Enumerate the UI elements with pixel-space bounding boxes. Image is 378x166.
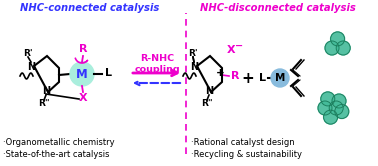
Circle shape — [335, 105, 349, 119]
Text: N: N — [205, 86, 213, 96]
Text: R": R" — [201, 99, 213, 109]
Circle shape — [325, 41, 339, 55]
Text: ·State-of-the-art catalysis: ·State-of-the-art catalysis — [3, 150, 110, 159]
Text: NHC-disconnected catalysis: NHC-disconnected catalysis — [200, 3, 356, 13]
Text: R': R' — [23, 48, 33, 57]
Circle shape — [318, 101, 332, 115]
Circle shape — [271, 69, 289, 87]
Circle shape — [329, 101, 343, 115]
Text: R: R — [79, 44, 87, 54]
Text: ·Recycling & sustainability: ·Recycling & sustainability — [191, 150, 302, 159]
Text: NHC-connected catalysis: NHC-connected catalysis — [20, 3, 160, 13]
Circle shape — [321, 92, 335, 106]
Text: X: X — [227, 45, 235, 55]
Text: ·Rational catalyst design: ·Rational catalyst design — [191, 138, 294, 147]
Circle shape — [331, 32, 345, 46]
Circle shape — [332, 94, 346, 108]
Text: −: − — [235, 41, 243, 51]
Text: R-NHC
coupling: R-NHC coupling — [134, 54, 180, 74]
Circle shape — [324, 110, 338, 124]
Text: L: L — [259, 73, 265, 83]
Text: +: + — [215, 68, 225, 78]
Text: ·Organometallic chemistry: ·Organometallic chemistry — [3, 138, 115, 147]
Text: N: N — [27, 62, 35, 72]
Text: +: + — [242, 71, 254, 85]
Text: N: N — [190, 62, 198, 72]
Text: M: M — [76, 68, 88, 81]
Text: R': R' — [188, 48, 198, 57]
Text: L: L — [104, 68, 112, 78]
Text: M: M — [275, 73, 285, 83]
Circle shape — [70, 62, 94, 86]
Text: N: N — [42, 86, 50, 96]
Text: X: X — [79, 93, 87, 103]
Circle shape — [336, 41, 350, 55]
Text: R: R — [231, 71, 239, 81]
Text: R": R" — [38, 99, 50, 109]
